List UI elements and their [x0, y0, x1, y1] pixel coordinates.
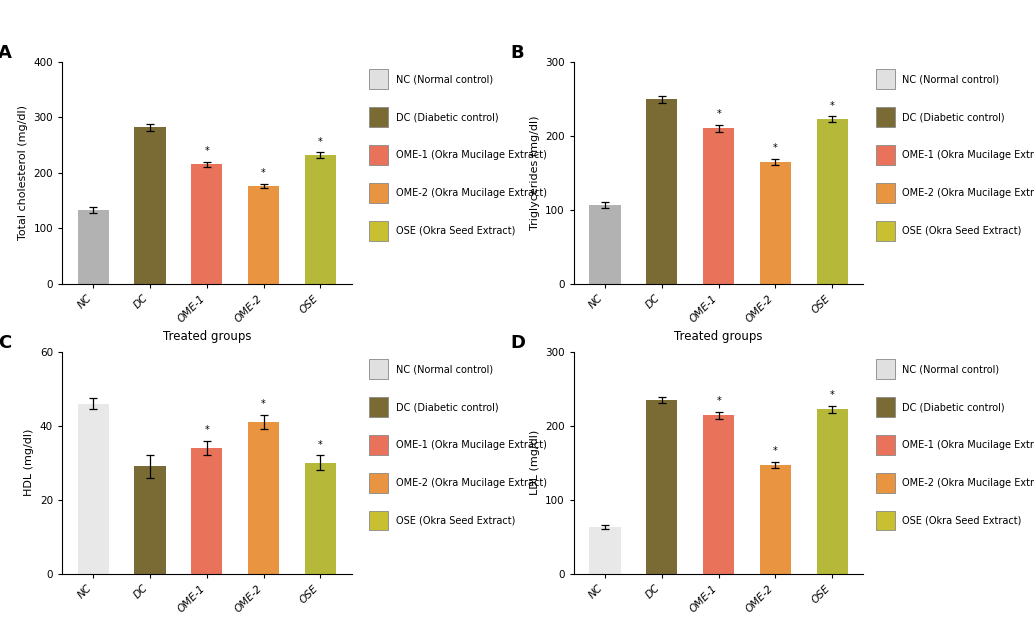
Bar [134, 127, 165, 284]
Bar [369, 510, 388, 531]
Text: *: * [830, 390, 834, 400]
Text: OME-2 (Okra Mucilage Extract): OME-2 (Okra Mucilage Extract) [396, 188, 547, 198]
Bar [369, 145, 388, 165]
Bar [760, 465, 791, 574]
Text: D: D [510, 334, 525, 352]
Text: *: * [717, 109, 721, 119]
Bar [876, 220, 894, 241]
Text: *: * [262, 399, 266, 409]
Text: OSE (Okra Seed Extract): OSE (Okra Seed Extract) [396, 515, 515, 526]
Bar [876, 145, 894, 165]
Bar [703, 415, 734, 574]
Bar [248, 422, 279, 574]
Text: NC (Normal control): NC (Normal control) [903, 365, 1000, 375]
Bar [134, 466, 165, 574]
Y-axis label: Total cholesterol (mg/dl): Total cholesterol (mg/dl) [18, 106, 28, 240]
Bar [369, 220, 388, 241]
Bar [369, 435, 388, 455]
Text: OSE (Okra Seed Extract): OSE (Okra Seed Extract) [396, 225, 515, 236]
Text: *: * [262, 168, 266, 178]
Bar [876, 473, 894, 493]
Text: OSE (Okra Seed Extract): OSE (Okra Seed Extract) [903, 515, 1022, 526]
Bar [305, 155, 336, 284]
Text: NC (Normal control): NC (Normal control) [396, 365, 493, 375]
Text: *: * [717, 396, 721, 406]
Text: A: A [0, 44, 12, 62]
Bar [646, 99, 677, 284]
X-axis label: Treated groups: Treated groups [674, 329, 763, 342]
Bar [589, 205, 620, 284]
Text: *: * [830, 101, 834, 111]
Text: DC (Diabetic control): DC (Diabetic control) [396, 112, 498, 122]
Bar [589, 527, 620, 574]
Text: OME-1 (Okra Mucilage Extract): OME-1 (Okra Mucilage Extract) [396, 150, 547, 160]
Text: *: * [205, 146, 209, 156]
Text: C: C [0, 334, 11, 352]
Text: OME-1 (Okra Mucilage Extract): OME-1 (Okra Mucilage Extract) [903, 440, 1034, 450]
Bar [876, 107, 894, 127]
Bar [760, 162, 791, 284]
Y-axis label: Triglycerides (mg/dl): Triglycerides (mg/dl) [529, 115, 540, 230]
Bar [817, 120, 848, 284]
Bar [876, 183, 894, 203]
Bar [876, 360, 894, 379]
Text: DC (Diabetic control): DC (Diabetic control) [903, 112, 1005, 122]
Bar [78, 210, 109, 284]
Bar [369, 473, 388, 493]
Text: OME-1 (Okra Mucilage Extract): OME-1 (Okra Mucilage Extract) [903, 150, 1034, 160]
Text: *: * [773, 143, 778, 153]
Text: OSE (Okra Seed Extract): OSE (Okra Seed Extract) [903, 225, 1022, 236]
Bar [191, 164, 222, 284]
Text: DC (Diabetic control): DC (Diabetic control) [903, 402, 1005, 412]
Bar [369, 183, 388, 203]
X-axis label: Treated groups: Treated groups [162, 329, 251, 342]
Text: OME-2 (Okra Mucilage Extract): OME-2 (Okra Mucilage Extract) [396, 478, 547, 488]
Bar [876, 397, 894, 417]
Bar [646, 400, 677, 574]
Bar [876, 510, 894, 531]
Bar [876, 70, 894, 89]
Text: *: * [318, 440, 323, 450]
Bar [369, 397, 388, 417]
Text: OME-2 (Okra Mucilage Extract): OME-2 (Okra Mucilage Extract) [903, 478, 1034, 488]
Y-axis label: HDL (mg/dl): HDL (mg/dl) [25, 429, 34, 497]
Bar [817, 410, 848, 574]
Text: NC (Normal control): NC (Normal control) [903, 75, 1000, 85]
Text: NC (Normal control): NC (Normal control) [396, 75, 493, 85]
Text: *: * [773, 447, 778, 457]
Bar [369, 107, 388, 127]
Text: DC (Diabetic control): DC (Diabetic control) [396, 402, 498, 412]
Y-axis label: LDL (mg/dl): LDL (mg/dl) [529, 430, 540, 495]
Text: OME-2 (Okra Mucilage Extract): OME-2 (Okra Mucilage Extract) [903, 188, 1034, 198]
Bar [191, 448, 222, 574]
Text: B: B [510, 44, 524, 62]
Bar [703, 128, 734, 284]
Bar [248, 186, 279, 284]
Bar [305, 463, 336, 574]
Bar [78, 404, 109, 574]
Bar [369, 70, 388, 89]
Text: OME-1 (Okra Mucilage Extract): OME-1 (Okra Mucilage Extract) [396, 440, 547, 450]
Text: *: * [205, 425, 209, 435]
Bar [876, 435, 894, 455]
Text: *: * [318, 136, 323, 147]
Bar [369, 360, 388, 379]
